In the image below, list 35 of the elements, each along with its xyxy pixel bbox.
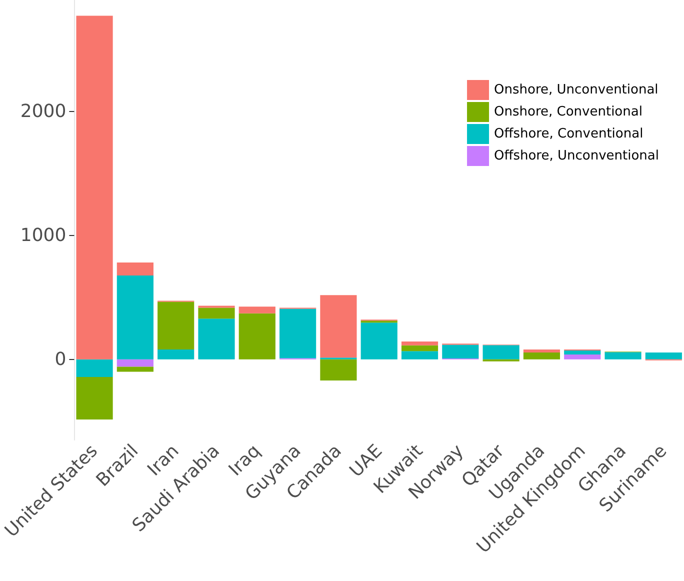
bar <box>523 350 560 352</box>
legend-label: Onshore, Conventional <box>494 104 642 120</box>
bar <box>523 352 560 360</box>
legend-label: Offshore, Unconventional <box>494 148 659 164</box>
bar <box>116 366 154 372</box>
bar <box>116 276 154 360</box>
bar <box>76 16 113 360</box>
bar <box>401 341 438 346</box>
bar <box>482 345 520 360</box>
bar <box>238 313 276 360</box>
bar <box>320 295 357 358</box>
legend-label: Offshore, Conventional <box>494 126 644 142</box>
bar <box>645 352 682 360</box>
bar <box>116 262 154 276</box>
bar <box>158 302 194 350</box>
bar <box>198 318 235 360</box>
bar <box>604 352 642 360</box>
legend-label: Onshore, Unconventional <box>494 82 658 98</box>
bar <box>360 322 398 360</box>
bar <box>238 306 276 314</box>
bar <box>116 359 154 367</box>
bar <box>320 359 357 381</box>
y-tick-label: 1000 <box>20 224 66 246</box>
bar <box>401 351 438 360</box>
y-tick-label: 0 <box>54 348 66 370</box>
bar <box>442 344 479 358</box>
y-tick-label: 2000 <box>20 101 66 122</box>
bar <box>280 308 316 358</box>
bar <box>76 359 113 378</box>
bar <box>564 354 601 360</box>
bar <box>76 377 113 420</box>
bar <box>158 350 194 360</box>
bar <box>564 350 601 354</box>
bar <box>198 308 235 319</box>
bar <box>401 345 438 352</box>
